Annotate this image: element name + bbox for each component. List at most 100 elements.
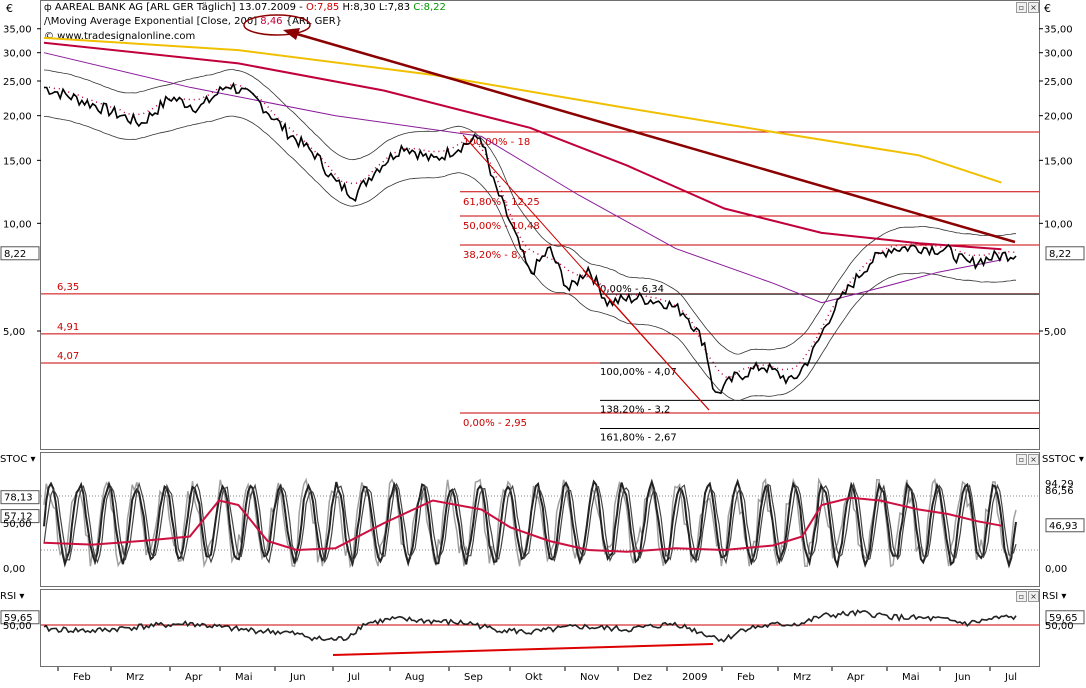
- month-label: Okt: [525, 672, 543, 683]
- fib-label-left: 4,91: [57, 322, 79, 333]
- month-label: Mrz: [793, 672, 811, 683]
- ma-line-prefix: Moving Average Exponential [Close, 200]: [50, 16, 261, 27]
- rsi-tick-left: 50,00: [3, 621, 32, 632]
- month-label: 2009: [682, 672, 707, 683]
- stoch-tick-right: 86,56: [1045, 486, 1074, 497]
- stoch-k: [43, 478, 1017, 569]
- symbol-line: AAREAL BANK AG [ARL GER Täglich] 13.07.2…: [54, 2, 306, 13]
- fib-label-lower: 138,20% - 3,2: [600, 404, 670, 415]
- last-value-right-box: [1045, 246, 1085, 261]
- price-tick-left: 25,00: [3, 77, 32, 88]
- fib-label-lower: 0,00% - 6,34: [600, 284, 664, 295]
- price-series: [44, 81, 1017, 395]
- minimize-button[interactable]: ▫: [1016, 2, 1027, 13]
- stoch-value-left: 78,13: [4, 493, 33, 504]
- last-value-left: 8,22: [4, 249, 26, 260]
- band-dn: [43, 115, 1016, 402]
- stoch-slow-red: [43, 496, 1002, 553]
- fib-label-upper: 50,00% - 10,48: [463, 221, 540, 232]
- high-value: H:8,30: [342, 2, 376, 13]
- stoch-value-left-box: [0, 490, 40, 505]
- last-value-right: 8,22: [1049, 249, 1071, 260]
- month-label: Dez: [633, 672, 652, 683]
- candle-icon: ф: [44, 3, 52, 13]
- stoch-close-button[interactable]: ×: [1028, 454, 1039, 465]
- ma-line-suffix: {ARL GER}: [282, 16, 343, 27]
- trend-arrow-line: [289, 30, 1016, 244]
- rsi-minimize-button[interactable]: ▫: [1016, 591, 1027, 602]
- month-label: Sep: [464, 672, 483, 683]
- month-label: Feb: [737, 672, 755, 683]
- month-label: Jun: [289, 672, 306, 683]
- rsi-tick-right: 50,00: [1045, 621, 1074, 632]
- month-label: Mai: [235, 672, 253, 683]
- fib-label-upper: 61,80% - 12,25: [463, 197, 540, 208]
- month-label: Mai: [902, 672, 920, 683]
- rsi-label: RSI ▾: [0, 591, 25, 602]
- rsi-line: [43, 609, 1017, 643]
- stoch-label: STOC ▾: [0, 454, 36, 465]
- price-tick-left: 35,00: [3, 25, 32, 36]
- close-value: C:8,22: [413, 2, 446, 13]
- month-label: Aug: [405, 672, 425, 683]
- month-label: Jul: [1004, 672, 1017, 683]
- band-up: [43, 69, 1016, 355]
- copyright: © www.tradesignalonline.com: [44, 31, 196, 42]
- fib-label-upper: 38,20% - 8,7: [463, 250, 527, 261]
- rsi-label-right: RSI ▾: [1042, 591, 1067, 602]
- price-tick-right: 30,00: [1044, 49, 1073, 60]
- rsi-panel: [40, 589, 1040, 667]
- stoch-tick-left: 50,00: [3, 519, 32, 530]
- stoch-d: [43, 481, 1017, 565]
- fib-label-lower: 161,80% - 2,67: [600, 432, 677, 443]
- ma-icon: /\: [44, 16, 51, 27]
- stoch-value-left-box: [0, 509, 40, 524]
- price-tick-right: 25,00: [1044, 77, 1073, 88]
- ma-value-circle: [243, 14, 311, 36]
- price-tick-right: 10,00: [1044, 219, 1073, 230]
- fib-label-lower: 100,00% - 4,07: [600, 367, 677, 378]
- month-label: Jun: [954, 672, 971, 683]
- fib-label-left: 6,35: [57, 282, 79, 293]
- fib-label-left: 4,07: [57, 351, 79, 362]
- month-label: Apr: [847, 672, 865, 683]
- month-label: Feb: [73, 672, 91, 683]
- month-label: Apr: [185, 672, 203, 683]
- rsi-close-button[interactable]: ×: [1028, 591, 1039, 602]
- price-tick-left: 5,00: [3, 327, 25, 338]
- ma-legend: /\Moving Average Exponential [Close, 200…: [44, 16, 342, 27]
- stoch-tick-right: 94,29: [1045, 479, 1074, 490]
- close-button[interactable]: ×: [1028, 2, 1039, 13]
- stoch-value-right-box: [1045, 518, 1085, 533]
- ema-yellow: [43, 36, 1002, 184]
- month-label: Jul: [347, 672, 360, 683]
- price-tick-right: 35,00: [1044, 25, 1073, 36]
- ema-200: [43, 41, 1002, 251]
- rsi-value-left-box: [0, 610, 40, 625]
- rsi-divergence-line: [332, 643, 714, 656]
- currency-left: €: [6, 2, 13, 15]
- rsi-value-left: 59,65: [4, 613, 33, 624]
- fib-label-lower: 0,00% - 2,95: [463, 418, 527, 429]
- price-tick-left: 10,00: [3, 219, 32, 230]
- stoch-tick-left: 0,00: [3, 564, 25, 575]
- price-tick-right: 5,00: [1044, 327, 1066, 338]
- month-label: Mrz: [126, 672, 144, 683]
- open-value: O:7,85: [305, 2, 340, 13]
- stoch-label-right: SSTOC ▾: [1042, 454, 1084, 465]
- month-label: Nov: [580, 672, 600, 683]
- currency-right: €: [1044, 2, 1051, 15]
- ma-value: 8,46: [260, 16, 283, 27]
- ema-purple: [43, 52, 1002, 304]
- price-tick-left: 20,00: [3, 112, 32, 123]
- chart-header: ф AAREAL BANK AG [ARL GER Täglich] 13.07…: [44, 2, 446, 13]
- stoch-value-left: 57,12: [4, 512, 33, 523]
- fib-diagonal-2: [582, 269, 710, 411]
- stoch-tick-right: 0,00: [1045, 564, 1067, 575]
- stoch-minimize-button[interactable]: ▫: [1016, 454, 1027, 465]
- rsi-value-right: 59,65: [1049, 613, 1078, 624]
- low-value: L:7,83: [378, 2, 411, 13]
- price-tick-right: 15,00: [1044, 156, 1073, 167]
- price-tick-right: 20,00: [1044, 112, 1073, 123]
